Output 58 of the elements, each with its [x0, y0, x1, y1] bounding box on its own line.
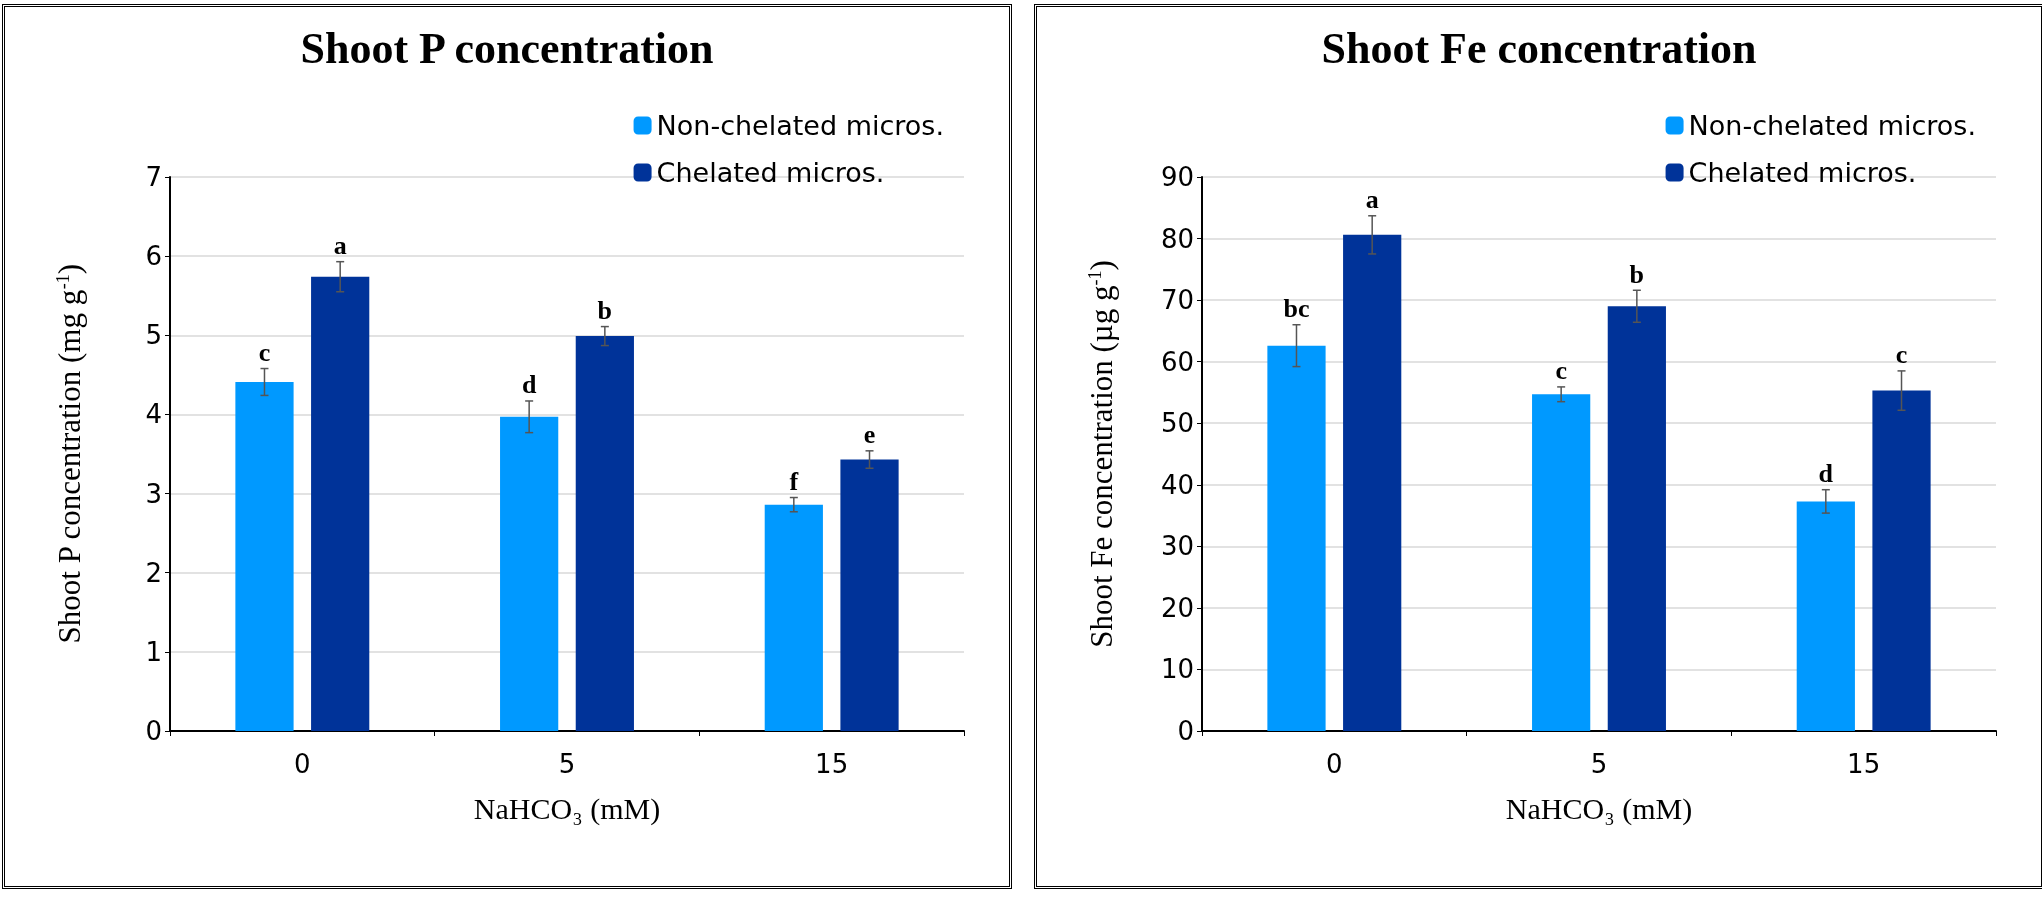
y-tick-label: 80: [1160, 223, 1194, 254]
y-tick-label: 30: [1160, 531, 1194, 562]
bar: [1872, 390, 1931, 731]
x-axis-title: NaHCO₃ (mM): [1505, 791, 1693, 826]
data-label: b: [1629, 259, 1645, 289]
bar: [575, 336, 634, 731]
x-tick-label: 15: [815, 749, 849, 779]
y-tick-label: 90: [1160, 162, 1194, 192]
y-tick-label: 2: [145, 557, 162, 588]
legend-label: Non-chelated micros.: [656, 110, 945, 141]
bar: [1532, 394, 1591, 731]
bar: [1267, 345, 1326, 731]
y-tick-label: 7: [145, 162, 162, 192]
y-tick-label: 5: [145, 320, 162, 351]
bar: [500, 416, 559, 731]
x-tick-label: 15: [1847, 749, 1881, 779]
y-tick-label: 60: [1160, 346, 1194, 377]
y-tick-label: 70: [1160, 285, 1194, 316]
x-tick-label: 5: [558, 749, 576, 779]
data-label: d: [1818, 459, 1834, 489]
y-tick-label: 50: [1160, 408, 1194, 439]
legend-label: Chelated micros.: [1688, 157, 1917, 188]
x-tick-label: 0: [1326, 749, 1343, 779]
chart-title: Shoot P concentration: [300, 23, 714, 73]
bar: [1607, 306, 1666, 731]
y-tick-label: 1: [145, 636, 162, 667]
data-label: b: [597, 296, 613, 326]
bar: [235, 381, 294, 731]
y-axis-title: Shoot P concentration (mg g-1): [52, 263, 87, 644]
legend-label: Chelated micros.: [656, 157, 885, 188]
y-tick-label: 3: [145, 478, 162, 509]
legend-label: Non-chelated micros.: [1688, 110, 1977, 141]
bar: [311, 276, 370, 731]
data-label: f: [789, 467, 799, 497]
x-tick-label: 0: [294, 749, 311, 779]
bar: [764, 504, 823, 731]
data-label: a: [1365, 185, 1379, 215]
y-tick-label: 6: [145, 241, 162, 272]
y-tick-label: 0: [145, 716, 162, 746]
y-tick-label: 40: [1160, 469, 1194, 500]
data-label: e: [863, 420, 876, 450]
y-tick-label: 20: [1160, 592, 1194, 623]
bar: [840, 459, 899, 731]
data-label: c: [1895, 340, 1908, 370]
y-tick-label: 0: [1177, 716, 1194, 746]
y-tick-label: 4: [145, 399, 162, 430]
bar: [1343, 234, 1402, 731]
data-label: bc: [1283, 294, 1310, 324]
data-label: c: [1555, 356, 1567, 386]
y-tick-label: 10: [1160, 654, 1194, 685]
y-axis-title: Shoot Fe concentration (µg g-1): [1084, 260, 1119, 648]
x-tick-label: 5: [1590, 749, 1608, 779]
x-axis-title: NaHCO₃ (mM): [473, 791, 661, 826]
data-label: c: [258, 338, 271, 368]
bar: [1796, 501, 1855, 731]
data-label: d: [521, 370, 537, 400]
data-label: a: [333, 231, 347, 261]
chart-title: Shoot Fe concentration: [1321, 23, 1757, 73]
